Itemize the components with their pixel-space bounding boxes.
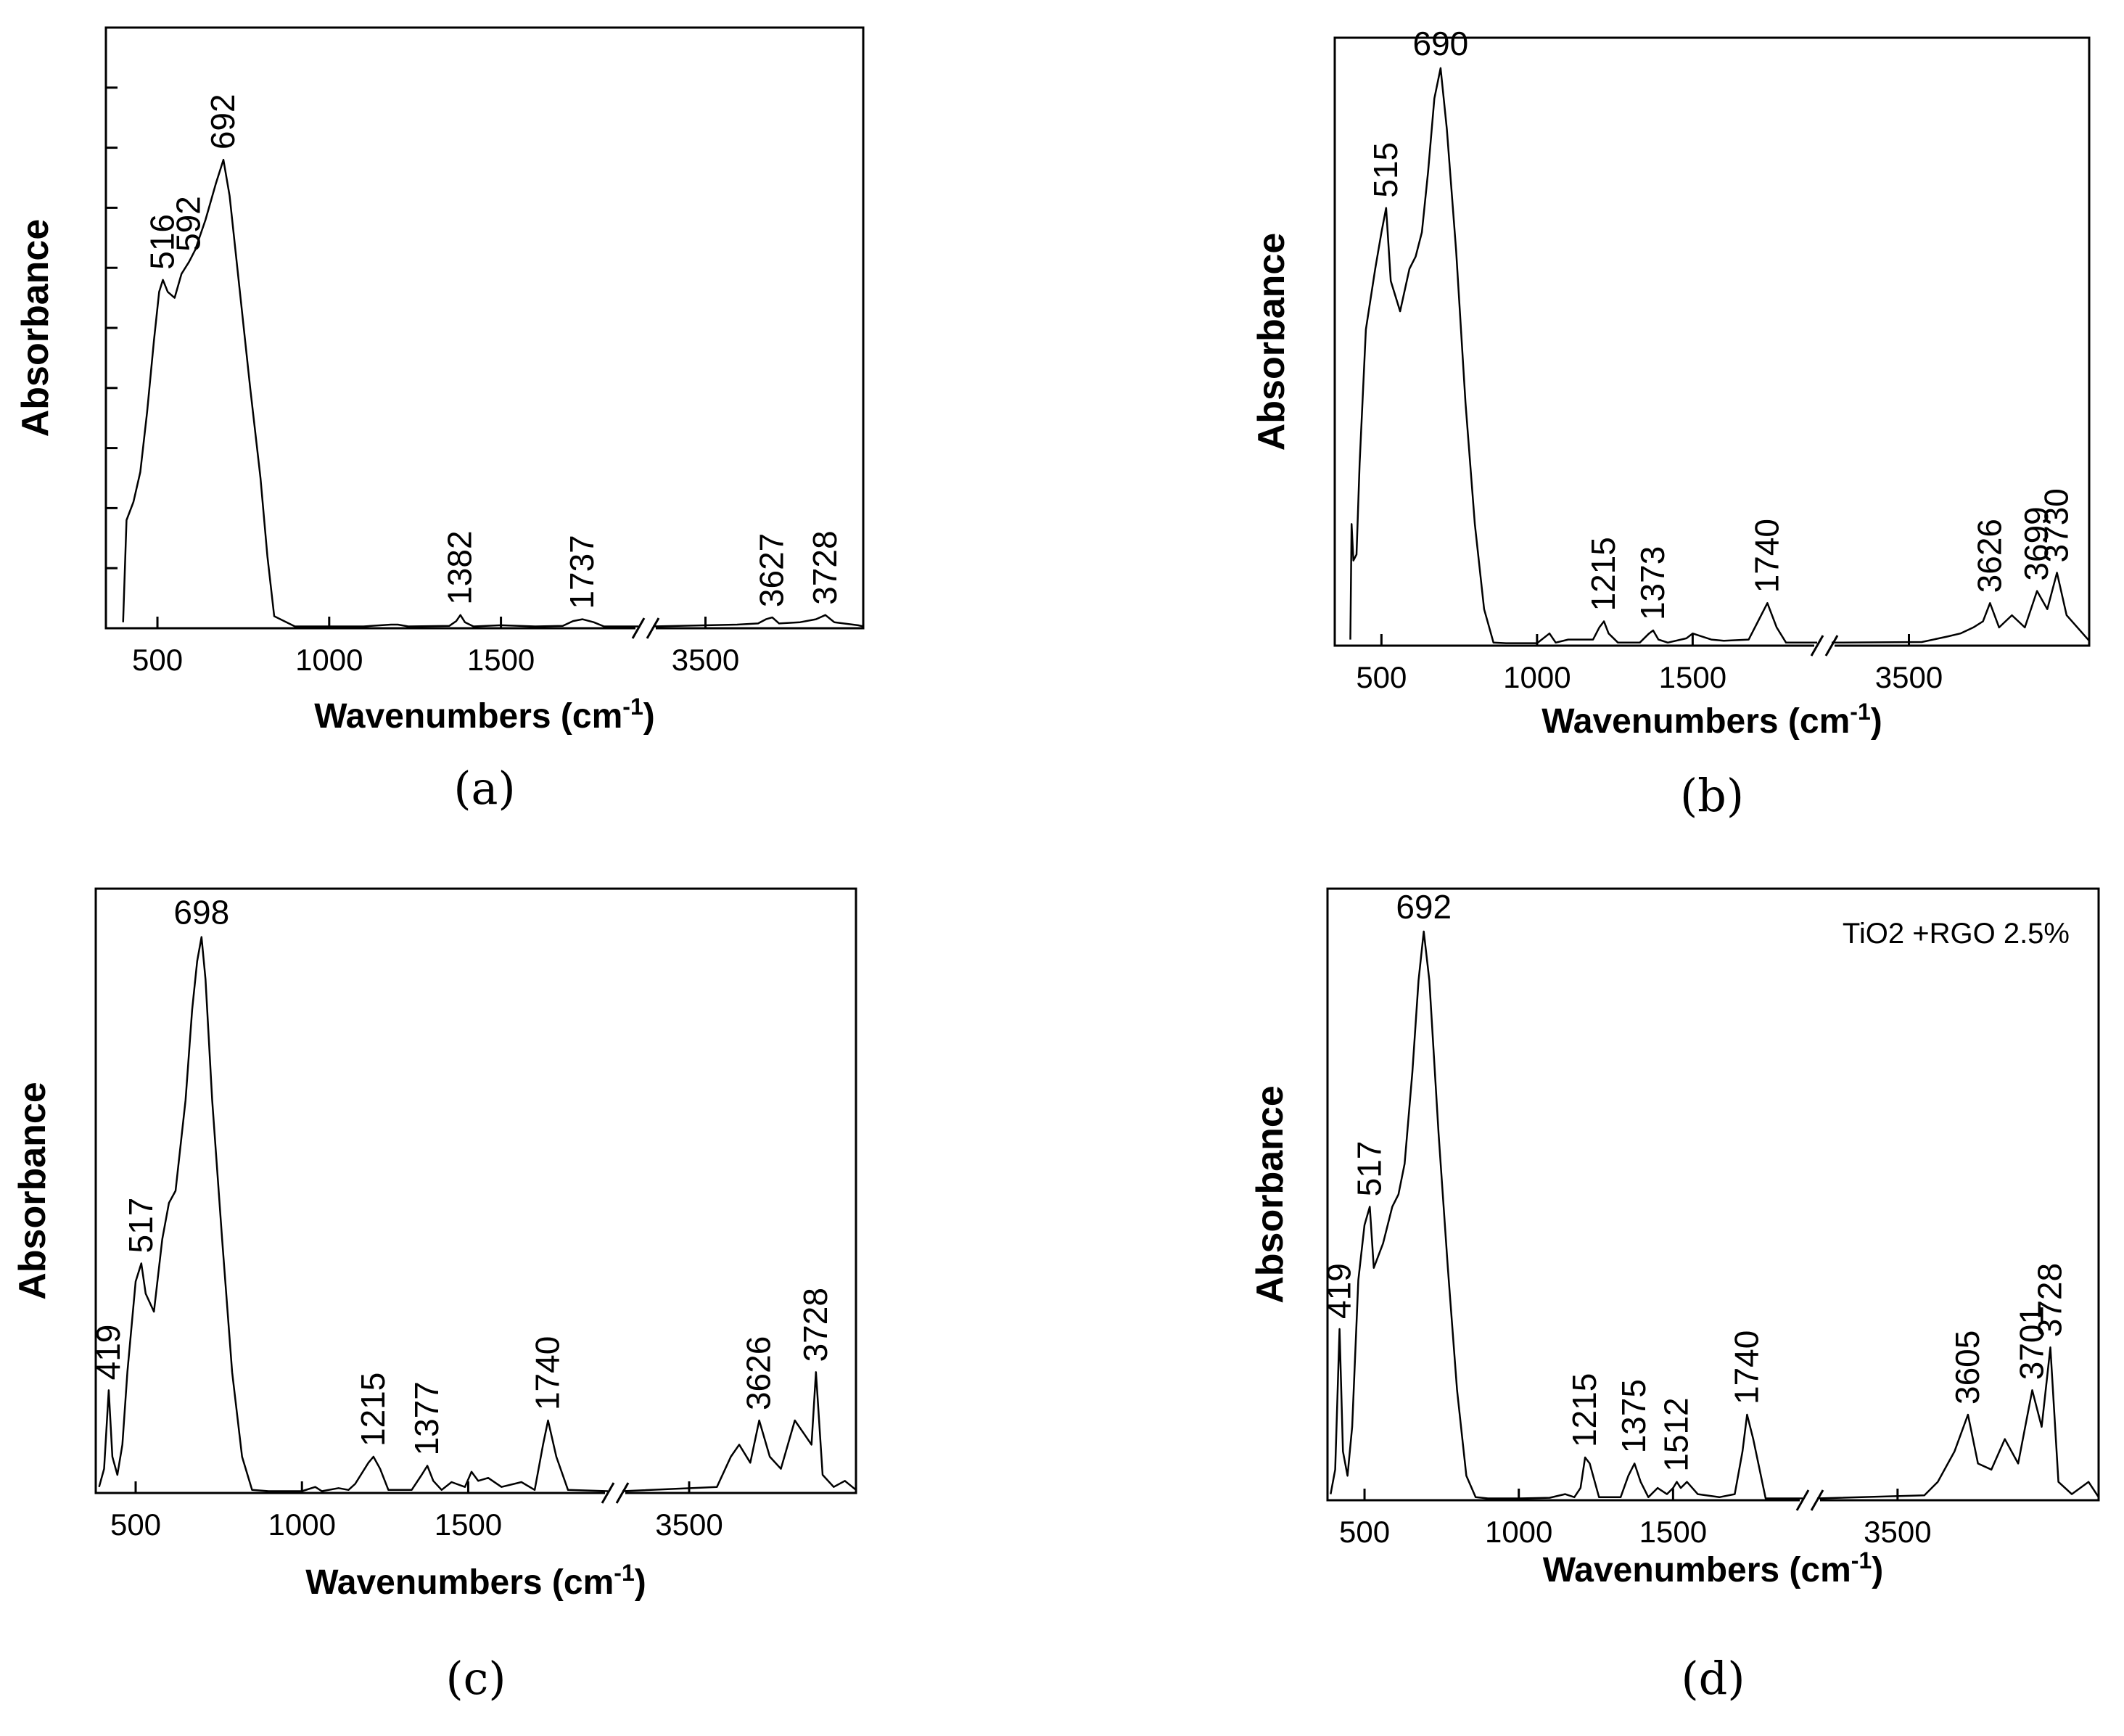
peak-label: 517 (122, 1198, 160, 1254)
spectrum-line (622, 1371, 857, 1492)
spectrum-line (1330, 930, 1803, 1500)
peak-label: 3730 (2038, 488, 2075, 562)
peak-label: 692 (204, 94, 242, 149)
x-axis-title-sup: -1 (1851, 1547, 1872, 1573)
panel-caption: (d) (1681, 1652, 1745, 1705)
x-tick-label: 1000 (268, 1507, 336, 1542)
spectrum-line (1831, 572, 2090, 644)
peak-label: 516 (144, 214, 181, 270)
spectrum-line (1349, 67, 1817, 644)
panel-4: 500 1000 1500 3500 419 517 692 1215 1375 1512 1740… (1249, 887, 2100, 1705)
panel-3: 500 1000 1500 3500 419 517 698 1215 1377 1740 3626… (12, 887, 857, 1705)
x-tick-label: 3500 (1875, 660, 1943, 694)
peak-label: 419 (89, 1325, 127, 1381)
x-tick-label: 3500 (1864, 1515, 1931, 1549)
peak-label: 3626 (740, 1336, 778, 1410)
x-axis-title: Wavenumbers (cm-1) (1543, 1547, 1883, 1589)
peak-label: 1740 (1727, 1330, 1765, 1404)
axis-break-mark (1810, 635, 1839, 657)
y-axis-title: Absorbance (1249, 1085, 1291, 1304)
spectrum-line (122, 158, 638, 628)
y-axis-title: Absorbance (15, 219, 57, 437)
x-axis-title-main: Wavenumbers (cm (1543, 1551, 1851, 1589)
x-axis-title: Wavenumbers (cm-1) (314, 694, 654, 736)
peak-label: 3701 (2013, 1306, 2051, 1380)
peak-label: 1215 (354, 1373, 392, 1447)
panel-caption: (a) (453, 762, 515, 815)
panel-2: 500 1000 1500 3500 515 690 1215 1373 1740 3626 369… (1251, 25, 2091, 822)
peak-label: 1377 (408, 1381, 445, 1455)
x-axis-title-close: ) (1872, 1551, 1883, 1589)
y-axis-title: Absorbance (1251, 233, 1293, 451)
peak-label: 1373 (1634, 546, 1671, 620)
peak-label: 1740 (1748, 519, 1785, 593)
x-axis-title-main: Wavenumbers (cm (314, 697, 622, 736)
peak-label: 517 (1350, 1141, 1388, 1197)
x-axis-title-main: Wavenumbers (cm (305, 1563, 614, 1602)
sample-annotation: TiO2 +RGO 2.5% (1843, 918, 2070, 950)
peak-label: 3627 (753, 533, 791, 607)
x-tick-label: 1500 (435, 1507, 502, 1542)
peak-label: 1512 (1657, 1397, 1695, 1471)
peak-label: 419 (1320, 1263, 1358, 1319)
panel-caption: (b) (1680, 769, 1744, 822)
x-axis-title-sup: -1 (622, 694, 643, 720)
x-tick-label: 1500 (467, 643, 535, 677)
peak-label: 1382 (441, 530, 479, 604)
peak-label: 3605 (1948, 1330, 1986, 1404)
peak-label: 1737 (563, 535, 601, 609)
peak-label: 592 (170, 196, 207, 252)
x-tick-label: 3500 (655, 1507, 723, 1542)
peak-label: 3728 (796, 1288, 834, 1362)
x-axis-title-close: ) (635, 1563, 646, 1602)
x-tick-label: 500 (1339, 1515, 1390, 1549)
y-axis-title: Absorbance (12, 1082, 54, 1300)
spectrum-line (1816, 1346, 2100, 1500)
x-axis-title-close: ) (1871, 702, 1882, 741)
x-axis-title-sup: -1 (1850, 699, 1870, 725)
peak-label: 1740 (528, 1336, 566, 1410)
spectrum-line (652, 614, 864, 628)
x-tick-label: 1500 (1639, 1515, 1707, 1549)
axis-break-mark (601, 1482, 630, 1504)
plot-frame (1326, 887, 2100, 1502)
peak-label: 1215 (1565, 1373, 1603, 1447)
peak-label: 515 (1367, 142, 1404, 198)
peak-label: 3626 (1970, 519, 2008, 593)
x-tick-label: 1500 (1659, 660, 1726, 694)
x-axis-title-close: ) (643, 697, 655, 736)
x-tick-label: 500 (110, 1507, 161, 1542)
x-tick-label: 1000 (1485, 1515, 1552, 1549)
plot-frame (1333, 36, 2091, 647)
peak-label: 3728 (806, 530, 844, 604)
axis-break-mark (1795, 1489, 1824, 1511)
x-tick-label: 1000 (1503, 660, 1571, 694)
axis-break-mark (631, 617, 660, 639)
x-tick-label: 500 (132, 643, 183, 677)
panel-caption: (c) (445, 1652, 506, 1705)
x-axis-title: Wavenumbers (cm-1) (305, 1560, 646, 1602)
peak-label: 1215 (1584, 537, 1622, 611)
x-tick-label: 1000 (295, 643, 363, 677)
x-tick-label: 500 (1356, 660, 1407, 694)
x-tick-label: 3500 (672, 643, 739, 677)
peak-label: 3728 (2030, 1263, 2068, 1337)
peak-label: 1375 (1615, 1379, 1652, 1453)
peak-label: 692 (1396, 888, 1452, 926)
x-axis-title-sup: -1 (614, 1560, 634, 1586)
x-axis-title-main: Wavenumbers (cm (1541, 702, 1850, 741)
peak-label: 3699 (2017, 506, 2055, 580)
spectrum-line (98, 936, 609, 1492)
plot-frame (94, 887, 857, 1494)
x-axis-title: Wavenumbers (cm-1) (1541, 699, 1882, 741)
peak-label: 698 (173, 894, 229, 931)
peak-label: 690 (1412, 25, 1468, 62)
